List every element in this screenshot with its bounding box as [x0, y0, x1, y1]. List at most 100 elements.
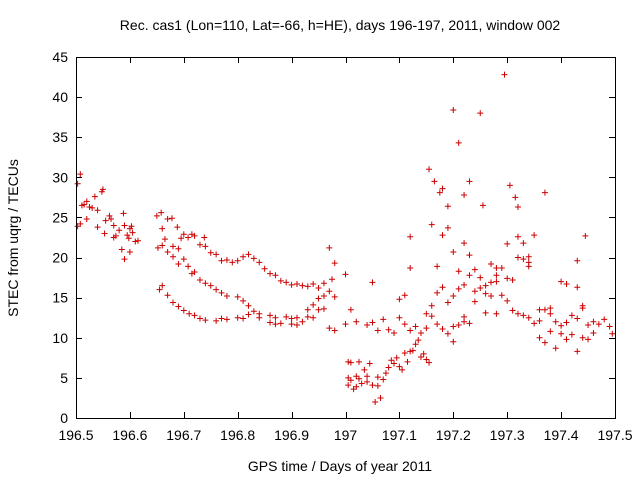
data-point	[434, 263, 441, 270]
data-point	[450, 323, 457, 330]
data-point	[218, 257, 225, 264]
x-tick-label: 197.3	[490, 427, 525, 443]
data-point	[331, 293, 338, 300]
data-point	[482, 290, 489, 297]
data-point	[477, 285, 484, 292]
data-point	[218, 315, 225, 322]
data-point	[126, 248, 133, 255]
data-point	[364, 373, 371, 380]
data-point	[455, 285, 462, 292]
data-point	[250, 308, 257, 315]
data-point	[164, 248, 171, 255]
data-point	[170, 243, 177, 250]
data-point	[374, 374, 381, 381]
data-point	[293, 314, 300, 321]
data-point	[547, 328, 554, 335]
data-point	[493, 264, 500, 271]
data-point	[482, 282, 489, 289]
data-point	[493, 278, 500, 285]
data-point	[223, 256, 230, 263]
data-points	[74, 71, 616, 405]
data-point	[223, 316, 230, 323]
data-point	[428, 313, 435, 320]
data-point	[102, 217, 109, 224]
data-point	[329, 276, 336, 283]
data-point	[374, 327, 381, 334]
data-point	[423, 310, 430, 317]
data-point	[531, 320, 538, 327]
data-point	[396, 314, 403, 321]
data-point	[466, 272, 473, 279]
data-point	[385, 326, 392, 333]
data-point	[180, 256, 187, 263]
data-point	[558, 330, 565, 337]
data-point	[355, 358, 362, 365]
data-point	[267, 312, 274, 319]
data-point	[444, 299, 451, 306]
data-point	[345, 382, 352, 389]
y-tick-label: 0	[60, 410, 68, 426]
data-point	[277, 277, 284, 284]
data-point	[124, 232, 131, 239]
data-point	[86, 204, 93, 211]
data-point	[353, 383, 360, 390]
data-point	[488, 260, 495, 267]
data-point	[134, 237, 141, 244]
data-point	[272, 272, 279, 279]
plot-frame	[76, 57, 616, 419]
y-tick-label: 25	[52, 209, 68, 225]
data-point	[347, 359, 354, 366]
data-point	[202, 317, 209, 324]
y-tick-label: 35	[52, 129, 68, 145]
data-point	[121, 222, 128, 229]
data-point	[391, 329, 398, 336]
data-point	[110, 234, 117, 241]
data-point	[380, 376, 387, 383]
data-point	[450, 106, 457, 113]
data-point	[380, 316, 387, 323]
data-point	[272, 314, 279, 321]
data-point	[401, 350, 408, 357]
data-point	[606, 323, 613, 330]
data-point	[342, 271, 349, 278]
data-point	[439, 284, 446, 291]
data-point	[99, 186, 106, 193]
data-point	[320, 280, 327, 287]
data-point	[310, 301, 317, 308]
data-point	[240, 315, 247, 322]
data-point	[590, 318, 597, 325]
data-point	[439, 325, 446, 332]
data-point	[180, 307, 187, 314]
data-point	[552, 345, 559, 352]
data-point	[283, 279, 290, 286]
data-point	[466, 252, 473, 259]
data-point	[520, 312, 527, 319]
data-point	[256, 314, 263, 321]
data-point	[121, 256, 128, 263]
data-point	[412, 323, 419, 330]
data-point	[331, 260, 338, 267]
data-point	[81, 201, 88, 208]
data-point	[202, 280, 209, 287]
data-point	[108, 216, 115, 223]
data-point	[444, 330, 451, 337]
y-tick-label: 20	[52, 250, 68, 266]
data-point	[493, 310, 500, 317]
data-point	[401, 321, 408, 328]
data-point	[261, 265, 268, 272]
data-point	[170, 299, 177, 306]
data-point	[471, 288, 478, 295]
data-point	[488, 279, 495, 286]
data-point	[574, 284, 581, 291]
data-point	[466, 320, 473, 327]
data-point	[116, 227, 123, 234]
data-point	[315, 295, 322, 302]
data-point	[234, 314, 241, 321]
data-point	[361, 366, 368, 373]
data-point	[450, 248, 457, 255]
data-point	[461, 313, 468, 320]
data-point	[159, 225, 166, 232]
data-point	[175, 260, 182, 267]
data-point	[417, 354, 424, 361]
data-point	[536, 334, 543, 341]
